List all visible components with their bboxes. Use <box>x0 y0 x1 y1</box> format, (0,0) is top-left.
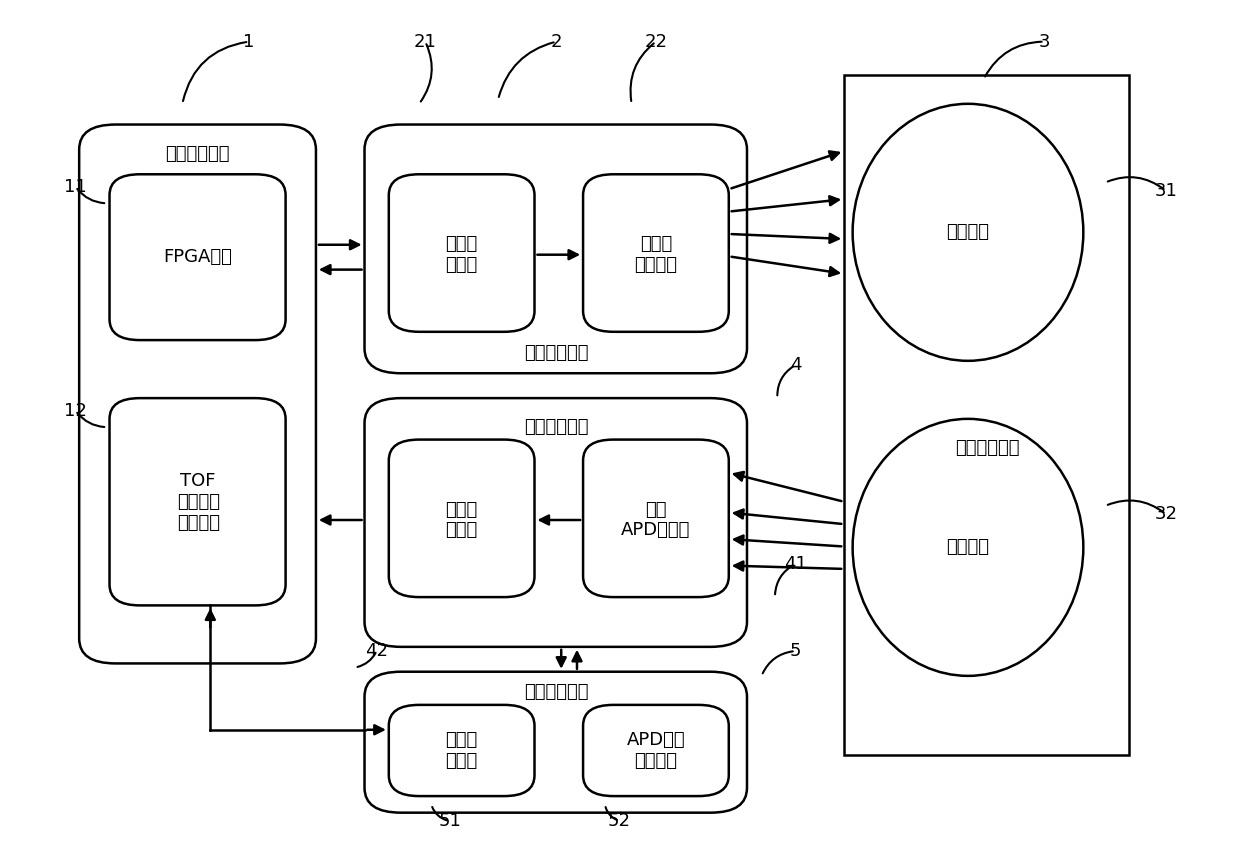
Ellipse shape <box>852 104 1083 361</box>
FancyBboxPatch shape <box>364 398 747 647</box>
Text: 激光驱
动电路: 激光驱 动电路 <box>446 235 478 274</box>
Text: 12: 12 <box>64 402 87 420</box>
Text: 阵列激
光二极管: 阵列激 光二极管 <box>634 235 678 274</box>
FancyBboxPatch shape <box>389 705 534 796</box>
FancyBboxPatch shape <box>584 705 729 796</box>
Text: 光学系统单元: 光学系统单元 <box>955 439 1020 457</box>
Text: 2: 2 <box>550 33 563 51</box>
FancyBboxPatch shape <box>844 74 1130 755</box>
Text: 阵列
APD二极管: 阵列 APD二极管 <box>621 501 690 540</box>
Text: 激光接收单元: 激光接收单元 <box>524 418 589 437</box>
FancyBboxPatch shape <box>389 174 534 332</box>
Text: 11: 11 <box>64 178 87 195</box>
Text: 接收镜面: 接收镜面 <box>947 538 990 557</box>
Text: 42: 42 <box>366 642 388 660</box>
Ellipse shape <box>852 419 1083 676</box>
Text: 51: 51 <box>439 812 461 830</box>
Text: 4: 4 <box>789 356 802 374</box>
Text: 激光发射单元: 激光发射单元 <box>524 343 589 361</box>
Text: FPGA模块: FPGA模块 <box>164 248 233 266</box>
Text: 5: 5 <box>789 642 802 660</box>
FancyBboxPatch shape <box>109 398 285 606</box>
Text: 32: 32 <box>1155 505 1177 523</box>
FancyBboxPatch shape <box>584 440 729 597</box>
Text: TOF
飞行时差
测量电路: TOF 飞行时差 测量电路 <box>177 472 219 531</box>
Text: 21: 21 <box>414 33 436 51</box>
Text: 数字处理单元: 数字处理单元 <box>165 145 229 162</box>
FancyBboxPatch shape <box>584 174 729 332</box>
Text: 41: 41 <box>784 555 807 573</box>
Text: 1: 1 <box>244 33 255 51</box>
FancyBboxPatch shape <box>364 672 747 813</box>
Text: 发射镜面: 发射镜面 <box>947 223 990 241</box>
FancyBboxPatch shape <box>79 124 316 663</box>
Text: 22: 22 <box>644 33 668 51</box>
FancyBboxPatch shape <box>109 174 285 340</box>
Text: APD高压
补偿电路: APD高压 补偿电路 <box>627 731 685 770</box>
FancyBboxPatch shape <box>364 124 747 373</box>
Text: 系统补偿单元: 系统补偿单元 <box>524 684 589 701</box>
FancyBboxPatch shape <box>389 440 534 597</box>
Text: 温度补
偿电路: 温度补 偿电路 <box>446 731 478 770</box>
Text: 3: 3 <box>1038 33 1051 51</box>
Text: 31: 31 <box>1155 182 1177 200</box>
Text: 52: 52 <box>608 812 631 830</box>
Text: 激光接
收电路: 激光接 收电路 <box>446 501 478 540</box>
